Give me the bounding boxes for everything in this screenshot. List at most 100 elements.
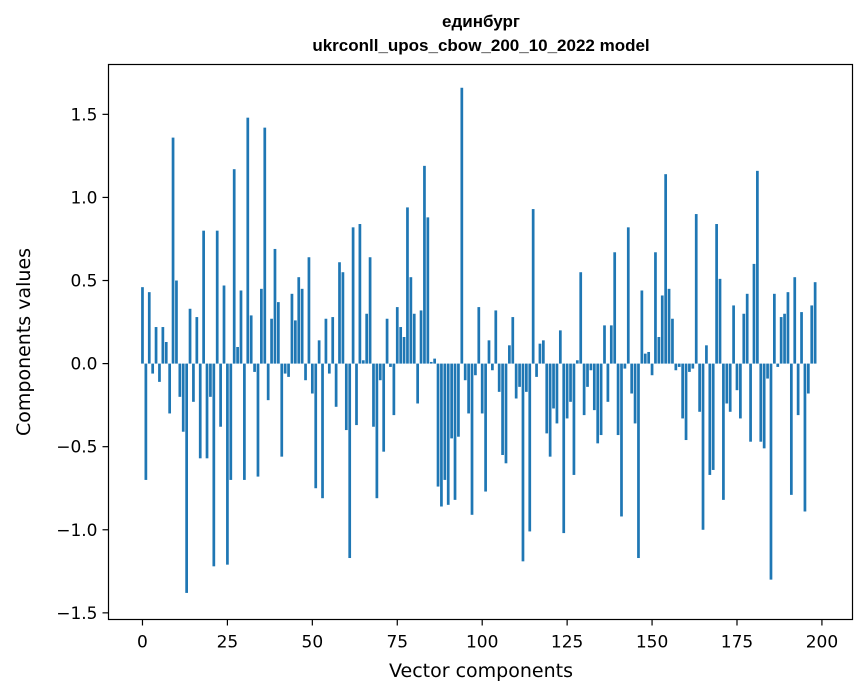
- bar-97: [470, 363, 474, 515]
- bar-79: [409, 277, 413, 364]
- bar-64: [358, 224, 362, 364]
- bar-46: [297, 277, 301, 364]
- bar-9: [171, 137, 175, 364]
- bar-181: [756, 170, 759, 364]
- bar-21: [212, 363, 216, 567]
- bar-190: [786, 292, 790, 364]
- chart-title-line2: ukrconll_upos_cbow_200_10_2022 model: [312, 36, 649, 55]
- bar-192: [793, 277, 797, 364]
- bar-16: [195, 317, 199, 364]
- bar-77: [402, 337, 406, 364]
- bar-142: [623, 363, 627, 369]
- bar-34: [256, 363, 260, 477]
- bar-70: [378, 363, 382, 381]
- bar-54: [324, 318, 328, 364]
- bar-159: [681, 363, 684, 419]
- bar-74: [392, 363, 396, 416]
- bar-118: [541, 340, 545, 364]
- y-tick-label: 1.0: [70, 188, 97, 208]
- bar-2: [147, 292, 151, 364]
- bar-72: [385, 318, 389, 364]
- bar-78: [406, 207, 409, 364]
- bar-130: [582, 363, 586, 416]
- bar-39: [273, 248, 277, 364]
- bar-98: [474, 363, 477, 376]
- bar-164: [698, 363, 701, 412]
- bar-156: [671, 318, 674, 364]
- bar-131: [586, 363, 589, 387]
- y-tick-label: 0.5: [70, 272, 97, 292]
- bar-113: [525, 363, 528, 392]
- bar-152: [657, 337, 661, 364]
- bar-57: [334, 363, 338, 407]
- bar-49: [307, 257, 311, 364]
- bar-140: [616, 363, 620, 436]
- bar-38: [270, 318, 273, 364]
- bar-185: [769, 363, 773, 580]
- bar-150: [650, 363, 654, 376]
- x-tick-label: 150: [636, 633, 668, 653]
- bar-157: [674, 363, 678, 371]
- bar-95: [463, 363, 467, 381]
- bar-167: [708, 363, 712, 475]
- bar-195: [803, 363, 807, 512]
- x-tick-label: 75: [386, 633, 408, 653]
- bar-141: [620, 363, 623, 517]
- bar-107: [504, 363, 508, 464]
- bar-69: [375, 363, 379, 499]
- bar-104: [494, 310, 498, 364]
- bar-123: [558, 330, 562, 364]
- bar-15: [192, 363, 195, 402]
- bar-88: [440, 363, 443, 507]
- bar-129: [579, 272, 583, 364]
- bar-55: [327, 363, 331, 374]
- bar-82: [419, 310, 423, 364]
- bar-0: [141, 287, 144, 364]
- bar-53: [321, 363, 324, 499]
- bar-43: [287, 363, 290, 377]
- bar-196: [806, 363, 810, 394]
- bar-180: [752, 263, 756, 364]
- bar-158: [677, 363, 681, 367]
- bar-174: [732, 305, 735, 364]
- bar-85: [429, 361, 433, 364]
- bar-65: [361, 360, 365, 364]
- bar-169: [715, 224, 718, 364]
- bar-61: [348, 363, 352, 559]
- bar-5: [158, 363, 161, 382]
- bar-102: [487, 340, 491, 364]
- bar-60: [344, 363, 348, 431]
- bar-32: [249, 315, 253, 364]
- bar-91: [450, 363, 453, 439]
- bar-155: [667, 288, 671, 364]
- bar-153: [660, 295, 664, 364]
- bar-51: [314, 363, 318, 489]
- bar-28: [236, 346, 239, 364]
- bar-144: [630, 363, 634, 394]
- bar-197: [810, 305, 814, 364]
- bar-66: [365, 313, 369, 364]
- bar-52: [317, 340, 321, 364]
- bar-175: [735, 363, 739, 391]
- chart-title-line1: единбург: [442, 12, 520, 31]
- bar-176: [739, 363, 742, 419]
- bar-62: [351, 227, 355, 364]
- bar-84: [426, 217, 430, 364]
- x-tick-label: 125: [551, 633, 583, 653]
- bar-189: [783, 313, 786, 364]
- bar-11: [178, 363, 182, 397]
- bar-138: [609, 325, 613, 364]
- bar-147: [640, 290, 644, 364]
- bar-166: [705, 345, 708, 364]
- bar-94: [460, 87, 464, 364]
- bar-89: [443, 363, 447, 480]
- y-tick-label: 1.5: [70, 105, 97, 125]
- bar-127: [572, 363, 576, 475]
- bar-50: [310, 363, 314, 394]
- bar-56: [331, 317, 335, 364]
- bar-162: [691, 363, 695, 369]
- bar-13: [185, 363, 188, 593]
- bar-67: [368, 257, 372, 364]
- bar-86: [433, 358, 436, 364]
